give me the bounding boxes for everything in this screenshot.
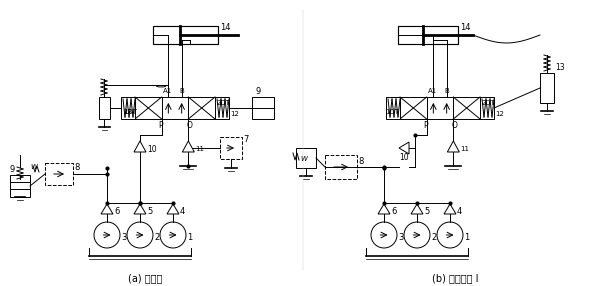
Text: 2: 2 — [154, 233, 159, 243]
Bar — [540, 73, 554, 103]
Text: 6: 6 — [391, 206, 397, 215]
Bar — [220, 137, 242, 159]
Text: 4: 4 — [180, 206, 185, 215]
Bar — [121, 97, 135, 119]
Polygon shape — [134, 141, 146, 152]
Bar — [215, 97, 229, 119]
Bar — [454, 97, 480, 119]
Text: A1: A1 — [428, 88, 437, 94]
Text: 10: 10 — [399, 154, 409, 162]
Polygon shape — [182, 141, 194, 152]
Bar — [325, 155, 357, 179]
Polygon shape — [134, 204, 146, 214]
Bar — [480, 97, 494, 119]
Text: (b) 改進方案 I: (b) 改進方案 I — [432, 273, 478, 283]
Bar — [296, 148, 316, 168]
Bar — [427, 97, 454, 119]
Text: 4: 4 — [457, 206, 462, 215]
Text: 14: 14 — [460, 23, 470, 31]
Polygon shape — [101, 204, 113, 214]
Bar — [99, 97, 110, 119]
Text: 13: 13 — [123, 109, 132, 115]
Bar — [152, 26, 218, 44]
Text: O: O — [187, 120, 192, 130]
Bar — [135, 97, 161, 119]
Polygon shape — [378, 204, 390, 214]
Text: 5: 5 — [424, 206, 429, 215]
Circle shape — [437, 222, 463, 248]
Text: B: B — [179, 88, 184, 94]
Text: 8: 8 — [358, 156, 364, 166]
Text: 2: 2 — [431, 233, 436, 243]
Text: 5: 5 — [147, 206, 152, 215]
Text: W: W — [300, 156, 307, 162]
Bar — [398, 26, 458, 44]
Text: 1DT: 1DT — [123, 109, 137, 115]
Text: (a) 改進前: (a) 改進前 — [128, 273, 162, 283]
Bar — [252, 97, 274, 119]
Text: A1: A1 — [163, 88, 173, 94]
Text: O: O — [451, 120, 457, 130]
Bar — [45, 163, 73, 185]
Polygon shape — [444, 204, 456, 214]
Circle shape — [371, 222, 397, 248]
Circle shape — [160, 222, 186, 248]
Bar — [10, 175, 30, 197]
Text: 9: 9 — [255, 86, 260, 96]
Text: 7: 7 — [243, 136, 248, 144]
Bar — [188, 97, 215, 119]
Text: 1DT: 1DT — [385, 109, 399, 115]
Text: 10: 10 — [147, 146, 157, 154]
Text: 14: 14 — [221, 23, 231, 31]
Text: 12: 12 — [230, 111, 239, 117]
Bar — [161, 97, 188, 119]
Text: W: W — [30, 164, 37, 170]
Text: 12: 12 — [495, 111, 504, 117]
Polygon shape — [399, 142, 409, 154]
Text: 2DT: 2DT — [217, 100, 231, 106]
Polygon shape — [411, 204, 423, 214]
Circle shape — [94, 222, 120, 248]
Text: 3: 3 — [121, 233, 127, 243]
Text: P: P — [424, 120, 428, 130]
Text: 11: 11 — [460, 146, 469, 152]
Circle shape — [404, 222, 430, 248]
Text: P: P — [158, 120, 163, 130]
Text: 3: 3 — [398, 233, 403, 243]
Text: 1: 1 — [464, 233, 469, 243]
Text: 13: 13 — [555, 63, 565, 72]
Text: 8: 8 — [74, 164, 79, 172]
Polygon shape — [448, 141, 460, 152]
Polygon shape — [167, 204, 179, 214]
Bar — [400, 97, 427, 119]
Text: 6: 6 — [114, 206, 119, 215]
Circle shape — [127, 222, 153, 248]
Text: 11: 11 — [196, 146, 205, 152]
Text: B: B — [445, 88, 449, 94]
Text: 9: 9 — [10, 166, 15, 174]
Text: 2DT: 2DT — [482, 100, 496, 106]
Bar — [386, 97, 400, 119]
Text: 1: 1 — [187, 233, 192, 243]
